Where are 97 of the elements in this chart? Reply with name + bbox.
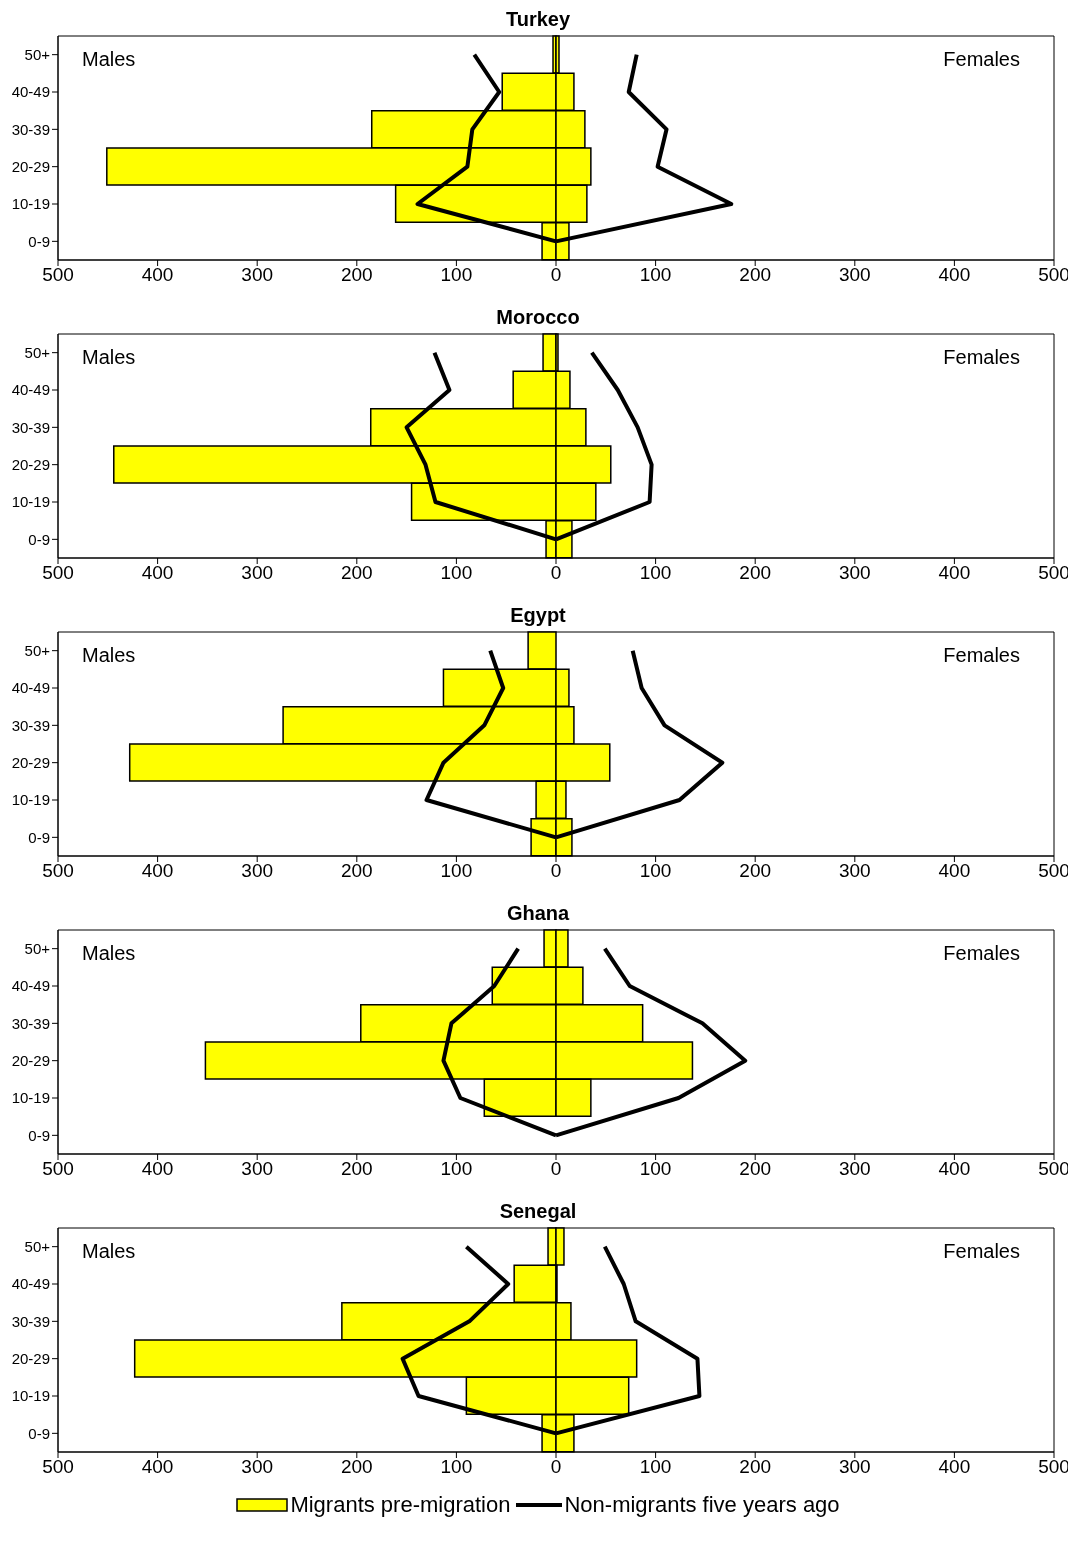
x-tick-label: 400 <box>141 860 174 882</box>
x-tick-label: 200 <box>739 1456 772 1478</box>
chart-title: Senegal <box>498 1200 578 1224</box>
y-tick-label: 0-9 <box>28 232 50 250</box>
x-tick-label: 500 <box>42 1158 74 1180</box>
x-tick-label: 100 <box>639 1456 672 1478</box>
y-tick-label: 20-29 <box>11 753 50 771</box>
y-tick-label: 50+ <box>24 939 51 957</box>
x-tick-label: 0 <box>550 1158 562 1180</box>
y-tick-label: 40-49 <box>11 679 50 697</box>
x-tick-label: 400 <box>938 562 971 584</box>
x-tick-label: 400 <box>938 1456 971 1478</box>
x-tick-label: 300 <box>838 562 871 584</box>
legend-label: Non-migrants five years ago <box>564 1492 840 1518</box>
x-tick-label: 100 <box>639 1158 672 1180</box>
x-tick-label: 100 <box>440 1456 473 1478</box>
chart-title: Ghana <box>505 902 571 926</box>
y-tick-label: 50+ <box>24 343 51 361</box>
chart-title: Egypt <box>509 604 567 628</box>
y-tick-label: 0-9 <box>28 1424 50 1442</box>
y-tick-label: 30-39 <box>11 1312 50 1330</box>
chart-title: Turkey <box>504 8 572 32</box>
y-tick-label: 40-49 <box>11 977 50 995</box>
x-tick-label: 500 <box>42 860 74 882</box>
chart-title: Morocco <box>495 306 581 330</box>
x-tick-label: 500 <box>42 562 74 584</box>
y-tick-label: 20-29 <box>11 455 50 473</box>
x-tick-label: 100 <box>440 860 473 882</box>
x-tick-label: 300 <box>838 264 871 286</box>
x-tick-label: 300 <box>241 860 274 882</box>
annotation: Males <box>82 1240 136 1263</box>
x-tick-label: 300 <box>241 264 274 286</box>
x-tick-label: 200 <box>340 860 373 882</box>
x-tick-label: 400 <box>938 860 971 882</box>
x-tick-label: 300 <box>838 1456 871 1478</box>
y-tick-label: 20-29 <box>11 1349 50 1367</box>
y-tick-label: 40-49 <box>11 1275 50 1293</box>
x-tick-label: 400 <box>141 1158 174 1180</box>
y-tick-label: 0-9 <box>28 530 50 548</box>
x-tick-label: 400 <box>938 264 971 286</box>
x-tick-label: 500 <box>42 264 74 286</box>
y-tick-label: 10-19 <box>11 1387 50 1405</box>
x-tick-label: 100 <box>639 860 672 882</box>
y-tick-label: 0-9 <box>28 828 50 846</box>
y-tick-label: 20-29 <box>11 157 50 175</box>
y-tick-label: 30-39 <box>11 120 50 138</box>
annotation: Females <box>943 1240 1020 1263</box>
y-tick-label: 50+ <box>24 641 51 659</box>
x-tick-label: 0 <box>550 860 562 882</box>
annotation: Females <box>943 346 1020 369</box>
x-tick-label: 300 <box>838 860 871 882</box>
y-tick-label: 0-9 <box>28 1126 50 1144</box>
y-tick-label: 10-19 <box>11 195 50 213</box>
annotation: Males <box>82 644 136 667</box>
x-tick-label: 200 <box>340 562 373 584</box>
x-tick-label: 400 <box>141 264 174 286</box>
y-tick-label: 10-19 <box>11 493 50 511</box>
x-tick-label: 400 <box>141 1456 174 1478</box>
annotation: Females <box>943 48 1020 71</box>
x-tick-label: 200 <box>340 264 373 286</box>
y-tick-label: 50+ <box>24 1237 51 1255</box>
x-tick-label: 500 <box>42 1456 74 1478</box>
annotation: Males <box>82 346 136 369</box>
x-tick-label: 100 <box>440 562 473 584</box>
y-tick-label: 20-29 <box>11 1051 50 1069</box>
y-tick-label: 30-39 <box>11 716 50 734</box>
x-tick-label: 400 <box>141 562 174 584</box>
x-tick-label: 200 <box>739 860 772 882</box>
x-tick-label: 100 <box>440 1158 473 1180</box>
x-tick-label: 200 <box>340 1456 373 1478</box>
x-tick-label: 300 <box>241 1158 274 1180</box>
y-tick-label: 10-19 <box>11 1089 50 1107</box>
x-tick-label: 0 <box>550 562 562 584</box>
y-tick-label: 30-39 <box>11 1014 50 1032</box>
x-tick-label: 0 <box>550 264 562 286</box>
x-tick-label: 100 <box>639 264 672 286</box>
x-tick-label: 300 <box>241 1456 274 1478</box>
x-tick-label: 100 <box>440 264 473 286</box>
y-tick-label: 40-49 <box>11 83 50 101</box>
x-tick-label: 0 <box>550 1456 562 1478</box>
x-tick-label: 100 <box>639 562 672 584</box>
annotation: Males <box>82 942 136 965</box>
y-tick-label: 30-39 <box>11 418 50 436</box>
y-tick-label: 10-19 <box>11 791 50 809</box>
legend-label: Migrants pre-migration <box>290 1492 511 1518</box>
y-tick-label: 50+ <box>24 45 51 63</box>
x-tick-label: 300 <box>241 562 274 584</box>
x-tick-label: 200 <box>739 562 772 584</box>
x-tick-label: 200 <box>340 1158 373 1180</box>
x-tick-label: 200 <box>739 264 772 286</box>
x-tick-label: 200 <box>739 1158 772 1180</box>
y-tick-label: 40-49 <box>11 381 50 399</box>
x-tick-label: 300 <box>838 1158 871 1180</box>
annotation: Females <box>943 942 1020 965</box>
annotation: Females <box>943 644 1020 667</box>
x-tick-label: 400 <box>938 1158 971 1180</box>
annotation: Males <box>82 48 136 71</box>
